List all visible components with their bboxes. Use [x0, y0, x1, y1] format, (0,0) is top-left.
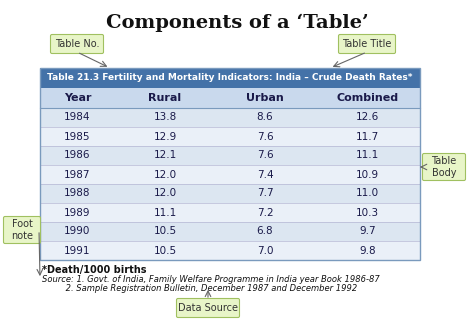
Text: 12.0: 12.0	[154, 169, 176, 180]
Text: 12.0: 12.0	[154, 189, 176, 198]
Text: 2. Sample Registration Bulletin, December 1987 and December 1992: 2. Sample Registration Bulletin, Decembe…	[42, 284, 357, 293]
Text: 13.8: 13.8	[154, 113, 177, 122]
FancyBboxPatch shape	[40, 184, 420, 203]
Text: Table No.: Table No.	[55, 39, 99, 49]
Text: 1986: 1986	[64, 150, 91, 161]
Text: 1989: 1989	[64, 208, 91, 217]
FancyBboxPatch shape	[422, 154, 465, 181]
Text: Foot
note: Foot note	[11, 219, 33, 241]
FancyBboxPatch shape	[3, 216, 40, 243]
Text: 11.0: 11.0	[356, 189, 379, 198]
FancyBboxPatch shape	[40, 241, 420, 260]
Text: 7.6: 7.6	[257, 132, 273, 141]
FancyBboxPatch shape	[40, 165, 420, 184]
Text: 12.6: 12.6	[356, 113, 379, 122]
FancyBboxPatch shape	[51, 35, 103, 54]
Text: 10.3: 10.3	[356, 208, 379, 217]
Text: 7.6: 7.6	[257, 150, 273, 161]
FancyBboxPatch shape	[40, 68, 420, 88]
Text: Data Source: Data Source	[178, 303, 238, 313]
Text: 1985: 1985	[64, 132, 91, 141]
Text: 10.5: 10.5	[154, 226, 176, 237]
Text: *Death/1000 births: *Death/1000 births	[42, 265, 146, 275]
Text: Table
Body: Table Body	[431, 156, 456, 178]
Text: Combined: Combined	[337, 93, 399, 103]
Text: 9.8: 9.8	[359, 245, 376, 256]
Text: 11.1: 11.1	[154, 208, 177, 217]
FancyBboxPatch shape	[40, 146, 420, 165]
Text: 10.9: 10.9	[356, 169, 379, 180]
Text: 10.5: 10.5	[154, 245, 176, 256]
Text: 12.9: 12.9	[154, 132, 177, 141]
FancyBboxPatch shape	[40, 203, 420, 222]
FancyBboxPatch shape	[176, 298, 239, 317]
Text: 7.4: 7.4	[257, 169, 273, 180]
Text: 11.1: 11.1	[356, 150, 379, 161]
FancyBboxPatch shape	[338, 35, 395, 54]
Text: 12.1: 12.1	[154, 150, 177, 161]
Text: Table 21.3 Fertility and Mortality Indicators: India – Crude Death Rates*: Table 21.3 Fertility and Mortality Indic…	[47, 73, 413, 83]
Text: 7.7: 7.7	[257, 189, 273, 198]
Text: 6.8: 6.8	[257, 226, 273, 237]
Text: 7.2: 7.2	[257, 208, 273, 217]
Text: 1990: 1990	[64, 226, 91, 237]
Text: 1991: 1991	[64, 245, 91, 256]
FancyBboxPatch shape	[40, 108, 420, 127]
FancyBboxPatch shape	[40, 127, 420, 146]
Text: 1987: 1987	[64, 169, 91, 180]
Text: Table Title: Table Title	[342, 39, 392, 49]
Text: 7.0: 7.0	[257, 245, 273, 256]
Text: 11.7: 11.7	[356, 132, 379, 141]
Text: 8.6: 8.6	[257, 113, 273, 122]
Text: Rural: Rural	[148, 93, 182, 103]
Text: Source: 1. Govt. of India, Family Welfare Programme in India year Book 1986-87: Source: 1. Govt. of India, Family Welfar…	[42, 275, 380, 284]
Text: Urban: Urban	[246, 93, 284, 103]
Text: Year: Year	[64, 93, 91, 103]
FancyBboxPatch shape	[40, 88, 420, 108]
Text: 1984: 1984	[64, 113, 91, 122]
Text: 9.7: 9.7	[359, 226, 376, 237]
Text: 1988: 1988	[64, 189, 91, 198]
FancyBboxPatch shape	[40, 222, 420, 241]
Text: Components of a ‘Table’: Components of a ‘Table’	[106, 14, 368, 32]
